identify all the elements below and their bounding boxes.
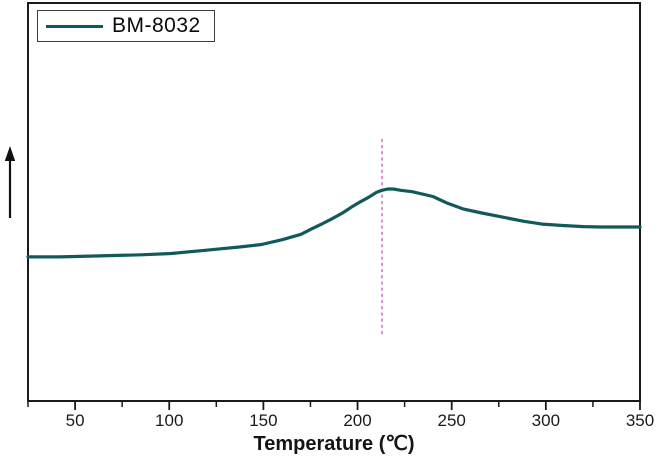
x-tick-label: 350 — [626, 411, 654, 430]
x-tick-label: 50 — [66, 411, 85, 430]
x-tick-label: 300 — [532, 411, 560, 430]
y-axis-direction-arrow — [4, 146, 16, 218]
legend-line-sample — [46, 24, 103, 28]
x-axis-title: Temperature (℃) — [253, 433, 415, 455]
series-curve-BM-8032 — [26, 187, 642, 259]
legend-box: BM-8032 — [37, 10, 215, 42]
x-tick-label: 250 — [438, 411, 466, 430]
legend-label: BM-8032 — [112, 14, 201, 37]
x-tick-label: 150 — [249, 411, 277, 430]
arrow-head-icon — [4, 146, 16, 161]
x-tick-label: 100 — [155, 411, 183, 430]
x-tick-label: 200 — [343, 411, 371, 430]
plot-border — [27, 2, 641, 402]
